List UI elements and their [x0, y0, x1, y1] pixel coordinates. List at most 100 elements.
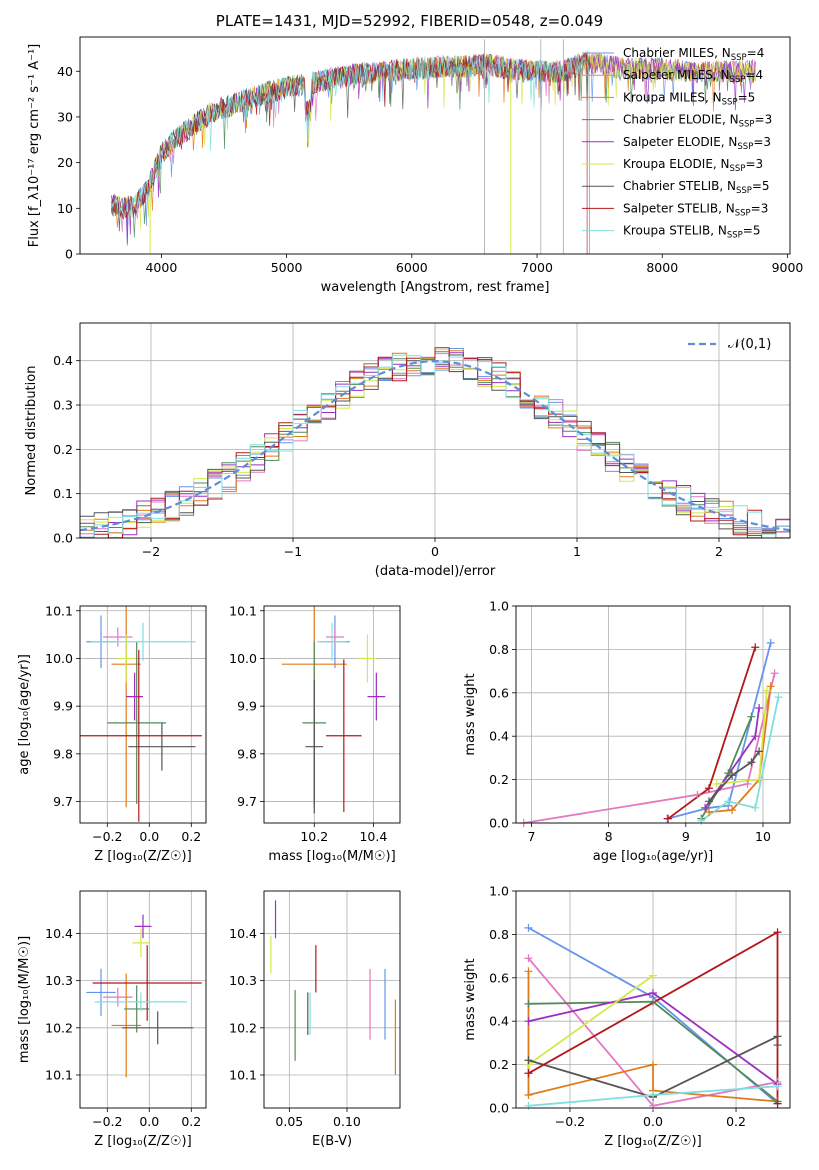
axes-frame	[79, 322, 791, 539]
y-tick-label: 10.4	[45, 926, 73, 941]
weight-marker-kroupa-stelib	[774, 693, 783, 702]
weight-line-kroupa-elodie	[527, 974, 654, 1066]
weight-marker-salpeter-stelib	[704, 784, 713, 793]
y-tick-label: 10.1	[229, 1067, 257, 1082]
axes-frame	[263, 605, 401, 824]
chart-mass-vs-Z: −0.2 0.0 0.2 10.1 10.2 10.3 10.4 Z [log₁₀(Z/Z☉)…	[17, 890, 207, 1149]
y-tick-label: 10.1	[229, 603, 257, 618]
weight-marker-chabrier-elodie	[747, 712, 756, 721]
x-tick-label: 4000	[145, 260, 177, 275]
weight-marker-chabrier-miles	[766, 638, 775, 647]
weight-marker-salpeter-miles	[743, 779, 752, 788]
y-tick-label: 9.7	[53, 794, 73, 809]
y-tick-label: 0.2	[489, 1057, 509, 1072]
axes-frame	[515, 890, 791, 1109]
weight-marker-kroupa-miles	[766, 682, 775, 691]
weight-marker-kroupa-stelib	[649, 1090, 657, 1099]
y-tick-label: 10.2	[45, 1020, 73, 1035]
y-tick-label: 20	[57, 155, 73, 170]
weight-marker-kroupa-elodie	[762, 686, 771, 695]
weight-marker-salpeter-stelib	[751, 643, 760, 652]
x-axis-label: (data-model)/error	[375, 564, 496, 579]
y-tick-label: 0	[65, 247, 73, 262]
y-tick-label: 10.3	[45, 973, 73, 988]
weight-marker-salpeter-stelib	[773, 1099, 782, 1108]
weight-marker-chabrier-stelib	[524, 1056, 533, 1065]
weight-marker-chabrier-miles	[524, 923, 533, 932]
plot-area	[523, 642, 780, 823]
y-tick-label: 0.8	[489, 642, 509, 657]
y-tick-label: 10.0	[229, 651, 257, 666]
y-tick-label: 0.0	[489, 1101, 509, 1116]
legend-label-gaussian: 𝒩(0,1)	[728, 337, 771, 352]
weight-marker-kroupa-miles	[524, 1090, 533, 1099]
weight-marker-chabrier-stelib	[747, 758, 756, 767]
x-tick-label: 7	[527, 829, 535, 844]
x-axis-label: E(B-V)	[312, 1134, 352, 1149]
hist-kroupa-stelib	[80, 354, 790, 538]
y-axis-label: Flux [f_λ10⁻¹⁷ erg cm⁻² s⁻¹ A⁻¹]	[27, 44, 42, 248]
weight-marker-chabrier-stelib	[728, 771, 737, 780]
legend-label-chabrier-elodie: Chabrier ELODIE, NSSP=3	[623, 113, 772, 130]
weight-marker-kroupa-stelib	[697, 816, 706, 825]
x-tick-label: 5000	[271, 260, 303, 275]
gaussian-curve	[80, 359, 790, 532]
weight-line-salpeter-miles	[523, 673, 776, 823]
legend-label-salpeter-elodie: Salpeter ELODIE, NSSP=3	[623, 135, 771, 152]
axes-frame	[515, 605, 791, 824]
weight-line-kroupa-stelib	[700, 696, 780, 822]
axes-frame	[263, 890, 401, 1109]
weight-marker-kroupa-miles	[704, 808, 713, 817]
weight-marker-kroupa-stelib	[751, 803, 760, 812]
legend-label-salpeter-stelib: Salpeter STELIB, NSSP=3	[623, 201, 768, 218]
x-tick-label: −1	[284, 544, 302, 559]
weight-marker-kroupa-stelib	[524, 1101, 533, 1110]
y-tick-label: 9.8	[53, 746, 73, 761]
chart-age-vs-mass: 10.2 10.4 9.7 9.8 9.9 10.0 10.1 mass [log₁₀(M/M…	[229, 603, 401, 864]
x-tick-label: 10.2	[300, 829, 328, 844]
plot-area	[80, 606, 202, 822]
x-tick-label: 0.0	[139, 829, 159, 844]
x-tick-label: −2	[142, 544, 160, 559]
legend-label-kroupa-miles: Kroupa MILES, NSSP=5	[623, 90, 755, 107]
y-tick-label: 0.2	[53, 442, 73, 457]
weight-marker-salpeter-stelib	[524, 1069, 533, 1078]
y-tick-label: 0.6	[489, 685, 509, 700]
weight-marker-salpeter-elodie	[701, 803, 710, 812]
chart-weight-vs-Z: −0.2 0.0 0.2 0.0 0.2 0.4 0.6 0.8 1.0 Z [log₁₀(Z/Z…	[463, 884, 791, 1149]
x-tick-label: 0	[431, 544, 439, 559]
y-tick-label: 0.4	[489, 1014, 509, 1029]
x-tick-label: 0.2	[726, 1114, 746, 1129]
x-axis-label: Z [log₁₀(Z/Z☉)]	[604, 1134, 701, 1149]
y-tick-label: 0.2	[489, 772, 509, 787]
y-axis-label: mass [log₁₀(M/M☉)]	[17, 936, 32, 1063]
x-tick-label: −0.2	[92, 829, 122, 844]
plot-area	[80, 347, 790, 538]
legend-label-kroupa-stelib: Kroupa STELIB, NSSP=5	[623, 224, 761, 241]
weight-marker-kroupa-elodie	[755, 775, 764, 784]
weight-marker-kroupa-stelib	[724, 797, 733, 806]
axes-frame	[79, 605, 207, 824]
weight-marker-kroupa-miles	[728, 805, 737, 814]
legend-label-kroupa-elodie: Kroupa ELODIE, NSSP=3	[623, 157, 763, 174]
weight-marker-chabrier-elodie	[649, 997, 657, 1006]
weight-line-chabrier-miles	[667, 642, 772, 820]
y-tick-label: 1.0	[489, 599, 509, 614]
x-tick-label: 0.2	[181, 1114, 201, 1129]
weight-marker-salpeter-miles	[524, 954, 533, 963]
y-tick-label: 10.0	[45, 651, 73, 666]
x-tick-label: 8000	[646, 260, 678, 275]
weight-marker-chabrier-elodie	[524, 999, 533, 1008]
y-tick-label: 1.0	[489, 884, 509, 899]
x-tick-label: −0.2	[92, 1114, 122, 1129]
x-tick-label: −0.2	[555, 1114, 585, 1129]
weight-marker-salpeter-elodie	[751, 732, 760, 741]
y-axis-label: mass weight	[463, 673, 478, 755]
y-tick-label: 10	[57, 201, 73, 216]
x-tick-label: 10	[755, 829, 771, 844]
plot-area	[110, 39, 756, 254]
axes-frame	[79, 890, 207, 1109]
plot-area	[281, 606, 386, 814]
weight-marker-salpeter-miles	[770, 669, 779, 678]
